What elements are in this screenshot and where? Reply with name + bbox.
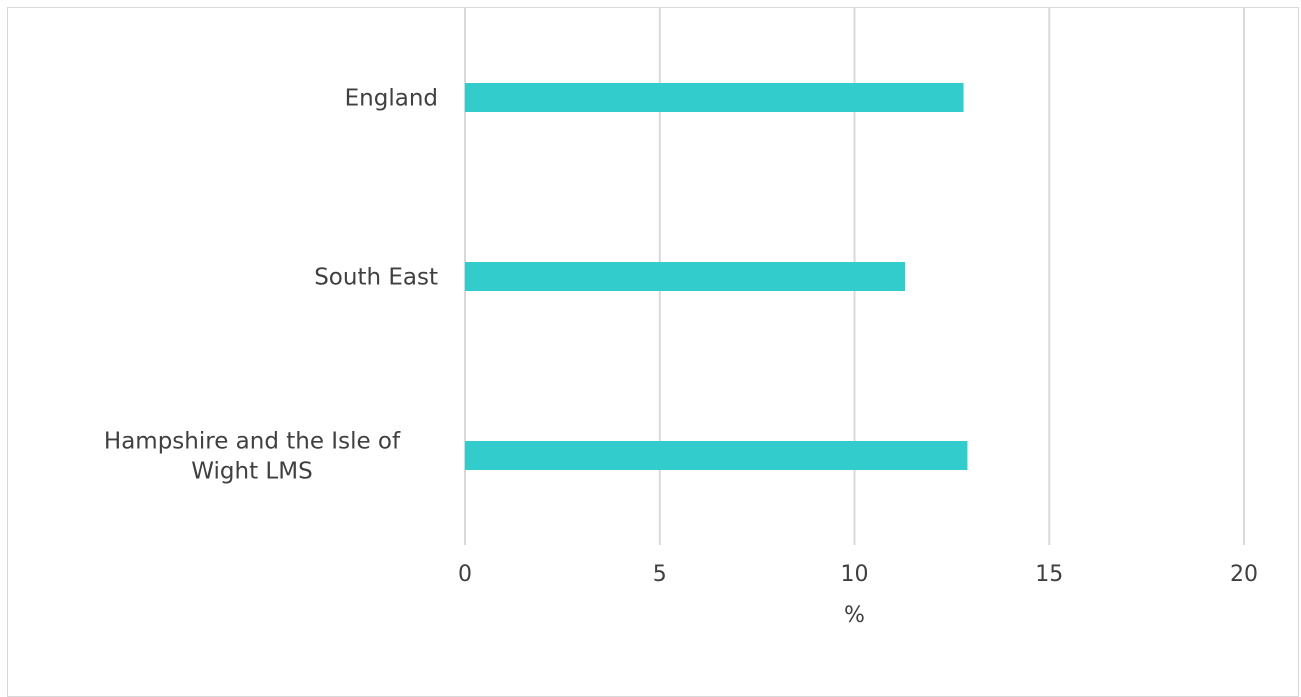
category-label: Hampshire and the Isle of Wight LMS — [104, 429, 401, 485]
x-tick-label: 20 — [1230, 562, 1258, 587]
category-label-line: Wight LMS — [191, 459, 312, 485]
chart-frame — [7, 7, 1299, 697]
category-label-line: Hampshire and the Isle of — [104, 429, 401, 455]
bar-england — [465, 83, 964, 112]
x-tick-label: 15 — [1035, 562, 1063, 587]
x-tick-label: 10 — [841, 562, 869, 587]
x-tick-label: 5 — [653, 562, 667, 587]
bar-south-east — [465, 262, 906, 291]
category-label: South East — [314, 265, 438, 291]
category-labels: England South East Hampshire and the Isle … — [104, 86, 438, 485]
category-label: England — [345, 86, 438, 112]
x-tick-label: 0 — [458, 562, 472, 587]
bars — [465, 83, 968, 470]
x-tick-labels: 0 5 10 15 20 — [458, 562, 1258, 587]
bar-hampshire-and-the-isle-of-wight-lms — [465, 441, 968, 470]
x-axis-title: % — [844, 603, 865, 628]
